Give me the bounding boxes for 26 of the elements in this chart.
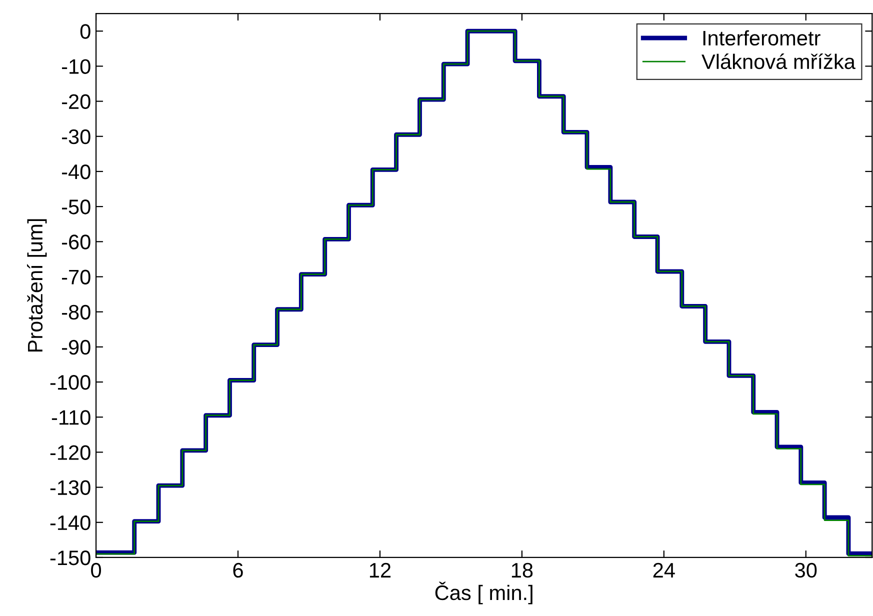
y-tick-label: -130 bbox=[50, 480, 90, 496]
x-axis-title: Čas [ min.] bbox=[435, 582, 532, 604]
legend-label: Interferometr bbox=[703, 30, 820, 46]
y-tick-label: -150 bbox=[50, 550, 90, 566]
x-tick-label: 30 bbox=[795, 562, 817, 578]
y-tick-label: -120 bbox=[50, 445, 90, 460]
x-tick-label: 6 bbox=[233, 562, 243, 578]
legend-label: Vláknová mřížka bbox=[702, 54, 856, 70]
y-tick-label: -70 bbox=[62, 270, 90, 284]
y-tick-label: -60 bbox=[62, 234, 90, 250]
x-tick-label: 18 bbox=[512, 562, 533, 578]
x-tick-label: 0 bbox=[91, 562, 102, 578]
y-tick-label: -90 bbox=[62, 340, 90, 355]
y-tick-label: -80 bbox=[62, 304, 90, 320]
x-tick-label: 12 bbox=[370, 562, 391, 578]
y-axis-title: Protažení [um] bbox=[27, 219, 47, 352]
y-tick-label: -110 bbox=[52, 410, 90, 425]
x-tick-label: 24 bbox=[653, 562, 675, 578]
y-tick-label: -40 bbox=[62, 164, 90, 180]
y-tick-label: -140 bbox=[50, 515, 90, 530]
y-tick-label: -50 bbox=[62, 200, 90, 214]
y-tick-label: 0 bbox=[80, 24, 90, 39]
y-tick-label: -100 bbox=[50, 375, 90, 390]
y-tick-label: -20 bbox=[62, 94, 90, 110]
y-tick-label: -30 bbox=[62, 129, 90, 144]
y-tick-label: -10 bbox=[62, 59, 90, 74]
